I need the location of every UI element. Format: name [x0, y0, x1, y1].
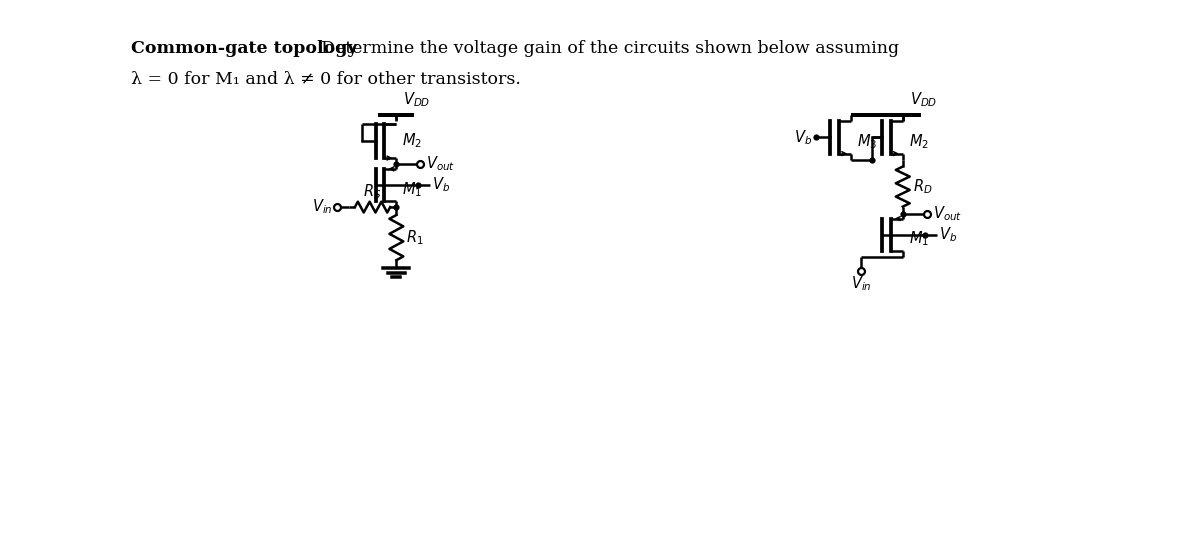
- Text: $V_b$: $V_b$: [794, 128, 813, 147]
- Text: $M_1$: $M_1$: [403, 181, 423, 199]
- Text: $V_{out}$: $V_{out}$: [933, 204, 961, 223]
- Text: $V_{out}$: $V_{out}$: [426, 155, 455, 173]
- Text: $V_b$: $V_b$: [432, 176, 450, 194]
- Text: $R_D$: $R_D$: [913, 177, 932, 196]
- Text: $R_1$: $R_1$: [406, 228, 424, 247]
- Text: λ = 0 for M₁ and λ ≠ 0 for other transistors.: λ = 0 for M₁ and λ ≠ 0 for other transis…: [131, 71, 521, 88]
- Text: $V_b$: $V_b$: [939, 226, 957, 244]
- Text: $V_{DD}$: $V_{DD}$: [403, 90, 431, 109]
- Text: $M_1$: $M_1$: [908, 229, 928, 248]
- Text: $V_{DD}$: $V_{DD}$: [909, 90, 937, 109]
- Text: $V_{in}$: $V_{in}$: [312, 198, 333, 216]
- Text: $R_S$: $R_S$: [363, 182, 382, 201]
- Text: $M_3$: $M_3$: [858, 132, 878, 151]
- Text: Common-gate topology: Common-gate topology: [131, 39, 358, 57]
- Text: $M_2$: $M_2$: [908, 132, 928, 151]
- Text: . Determine the voltage gain of the circuits shown below assuming: . Determine the voltage gain of the circ…: [310, 39, 899, 57]
- Text: $V_{in}$: $V_{in}$: [851, 274, 872, 293]
- Text: $M_2$: $M_2$: [403, 131, 423, 150]
